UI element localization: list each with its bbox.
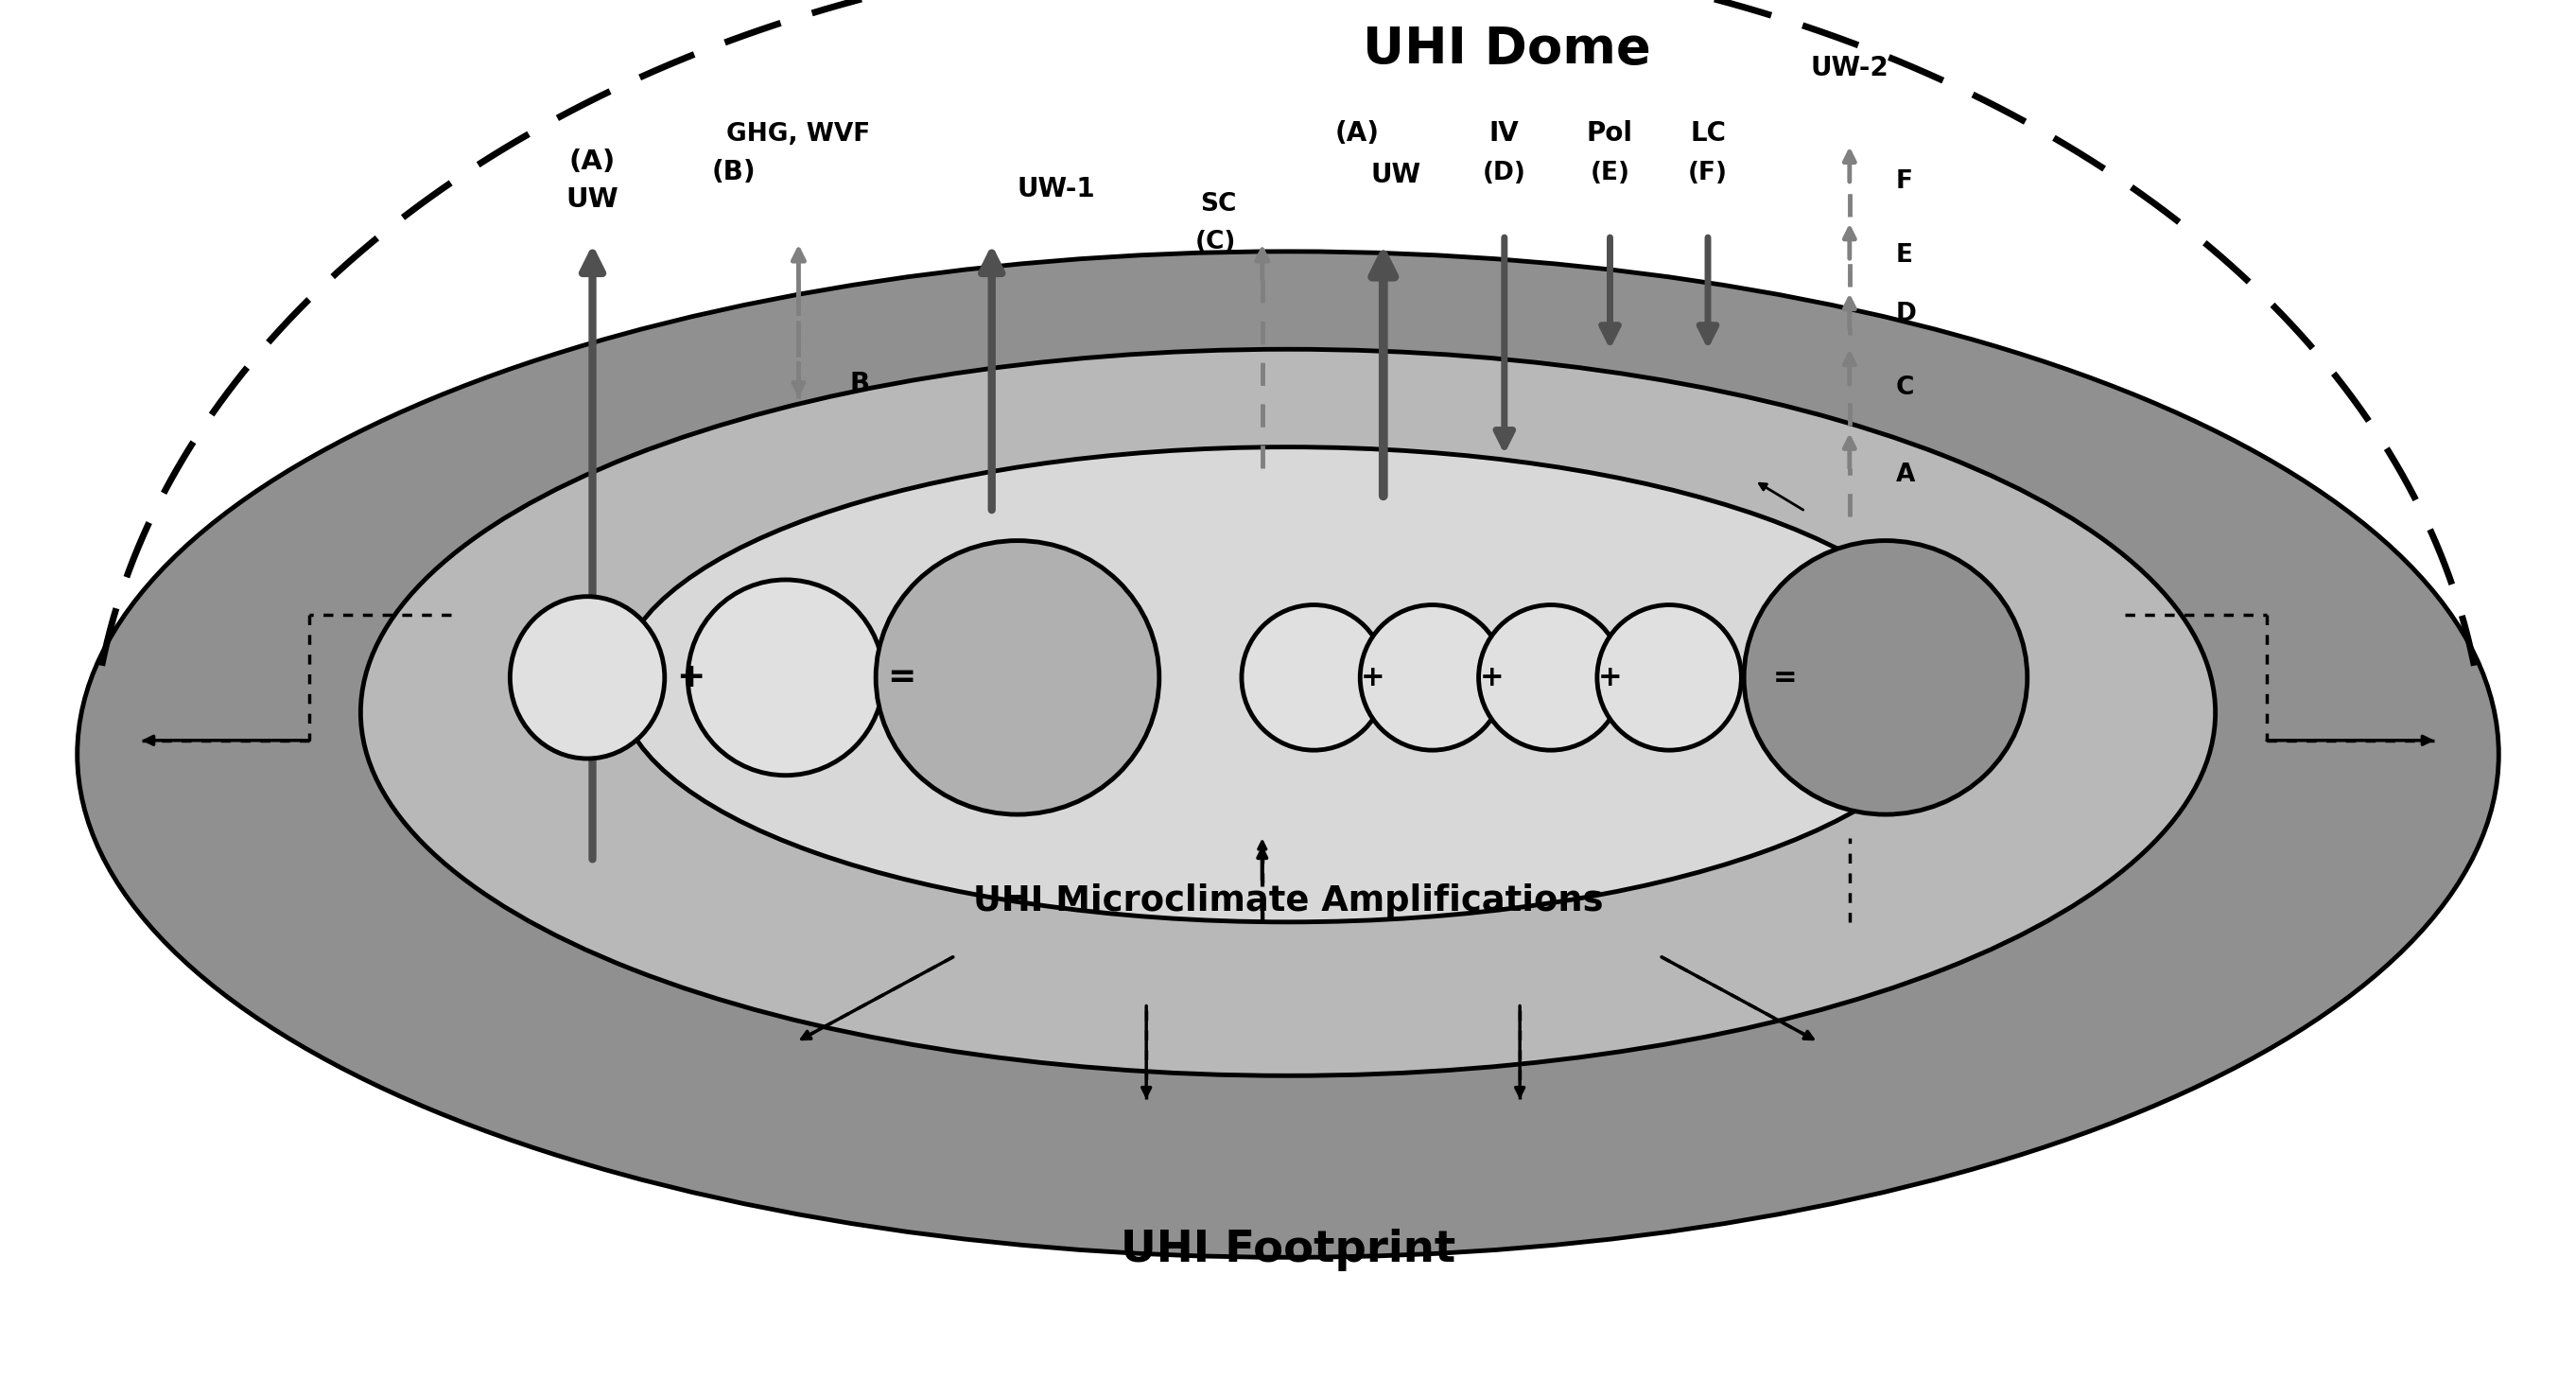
Text: (F): (F) [1687, 161, 1728, 186]
Text: LC: LC [1690, 120, 1726, 147]
Text: (E): (E) [1589, 161, 1631, 186]
Text: +: + [1360, 664, 1386, 692]
Text: IV: IV [1489, 120, 1520, 147]
Text: UHI Footprint: UHI Footprint [1121, 1229, 1455, 1271]
Text: B: B [850, 372, 871, 397]
Ellipse shape [1242, 605, 1386, 750]
Text: (A): (A) [569, 148, 616, 175]
Ellipse shape [1360, 605, 1504, 750]
Text: C: C [1896, 376, 1914, 400]
Text: SC: SC [1200, 191, 1236, 217]
Text: +: + [675, 661, 706, 694]
Text: +: + [1479, 664, 1504, 692]
Text: +: + [1597, 664, 1623, 692]
Ellipse shape [361, 349, 2215, 1076]
Text: D: D [1896, 302, 1917, 327]
Text: F: F [1896, 169, 1914, 194]
Text: A: A [1896, 462, 1914, 488]
Text: UW: UW [567, 186, 618, 212]
Ellipse shape [1597, 605, 1741, 750]
Text: UW: UW [1370, 162, 1422, 189]
Text: UW-1: UW-1 [1018, 176, 1095, 203]
Text: UHI Microclimate Amplifications: UHI Microclimate Amplifications [974, 883, 1602, 919]
Ellipse shape [618, 447, 1958, 922]
Ellipse shape [876, 541, 1159, 814]
Text: GHG, WVF: GHG, WVF [726, 122, 871, 147]
Text: (B): (B) [711, 159, 757, 186]
Ellipse shape [688, 580, 884, 775]
Text: UHI Dome: UHI Dome [1363, 24, 1651, 74]
Text: E: E [1896, 243, 1914, 267]
Text: UW-2: UW-2 [1811, 54, 1888, 81]
Ellipse shape [77, 251, 2499, 1257]
Text: (C): (C) [1195, 229, 1236, 254]
Text: =: = [886, 661, 917, 694]
Text: =: = [1772, 664, 1798, 692]
Text: Pol: Pol [1587, 120, 1633, 147]
Text: (A): (A) [1334, 120, 1381, 147]
Ellipse shape [1479, 605, 1623, 750]
Ellipse shape [510, 597, 665, 759]
Ellipse shape [1744, 541, 2027, 814]
Text: (D): (D) [1484, 161, 1525, 186]
